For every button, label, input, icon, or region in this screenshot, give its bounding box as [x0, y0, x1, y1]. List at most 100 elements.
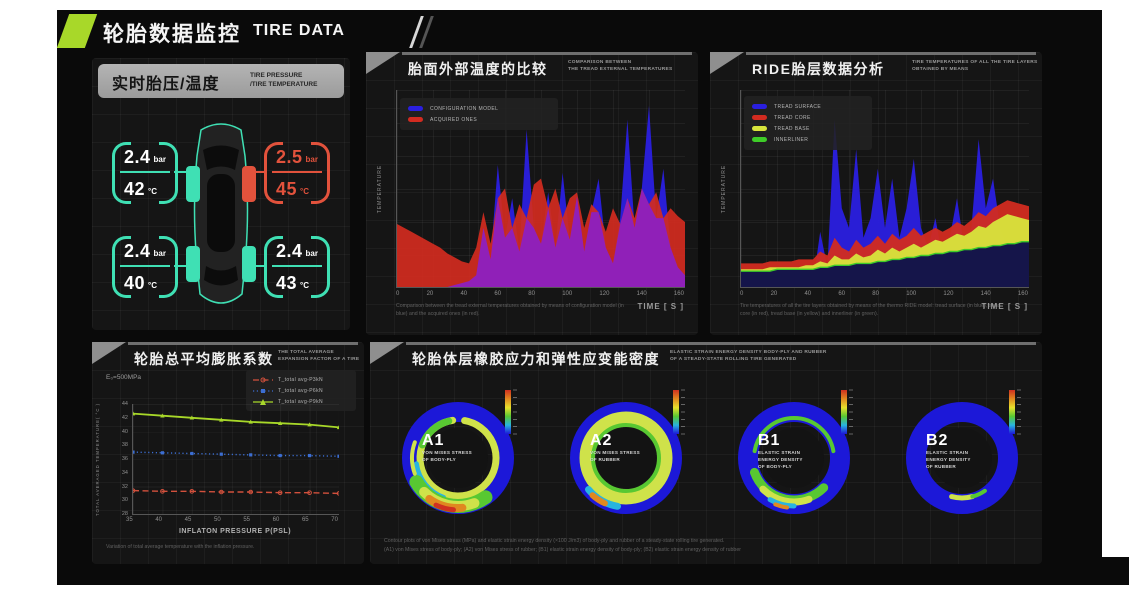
x-tick: 120: [943, 291, 954, 297]
y-axis-label: TEMPERATURE: [721, 164, 728, 213]
legend-item: T_total avg-P3kN: [253, 374, 349, 385]
contour-band: [767, 497, 797, 509]
colorbar-legend: [1009, 389, 1021, 435]
page-title-en: TIRE DATA: [253, 22, 345, 39]
marker-square: [160, 451, 165, 455]
contour-band: [589, 492, 608, 507]
legend-item: T_total avg-P6kN: [253, 385, 349, 396]
tire-reading-rear-right: 2.4 bar 43 °C: [264, 236, 330, 298]
legend-swatch: [408, 106, 423, 111]
x-tick: 40: [155, 517, 163, 523]
legend-swatch: [752, 137, 767, 142]
corner-wedge-icon: [366, 52, 400, 74]
x-axis-title: INFLATON PRESSURE P(PSL): [178, 528, 292, 535]
connector-line: [250, 171, 264, 173]
contour-band: [773, 502, 789, 510]
contour-figure-b1: B1 ELASTIC STRAIN ENERGY DENSITY OF BODY-PL…: [714, 388, 878, 538]
y-tick: 30: [121, 497, 128, 504]
legend-item: INNERLINER: [752, 134, 864, 145]
panel-title-en-line: TIRE TEMPERATURES OF ALL THE TIRE LAYERS: [912, 60, 1038, 65]
chart-annotation: E₀=500MPa: [106, 374, 142, 381]
temperature-value: 40: [124, 272, 146, 293]
temperature-unit: °C: [300, 186, 310, 196]
legend-item: TREAD CORE: [752, 112, 864, 123]
pressure-unit: bar: [153, 154, 166, 164]
legend-label: ACQUIRED ONES: [430, 116, 478, 123]
divider: [120, 265, 170, 267]
contour-label-id: B2: [926, 432, 949, 449]
bracket-icon: [112, 142, 131, 204]
contour-figure-a1: A1 VON MISES STRESS OF BODY-PLY: [378, 388, 542, 538]
legend-marker-sample: [253, 398, 273, 405]
marker-square: [190, 451, 194, 456]
car-top-view-icon: [186, 123, 256, 304]
y-tick: 32: [121, 483, 128, 490]
legend-swatch: [752, 104, 767, 109]
connector-line: [174, 171, 190, 173]
contour-label: B1 ELASTIC STRAIN ENERGY DENSITY OF BODY-PL…: [758, 432, 844, 471]
contour-label-desc: VON MISES STRESS: [422, 450, 472, 455]
x-tick: 40: [804, 291, 812, 297]
x-tick: 0: [396, 291, 400, 297]
x-tick: 50: [213, 517, 221, 523]
x-tick: 20: [426, 291, 434, 297]
marker-square: [278, 453, 282, 458]
panel-title-en-line: TIRE PRESSURE: [250, 72, 303, 79]
panel-title-zh: RIDE胎层数据分析: [752, 61, 885, 77]
x-tick: 55: [243, 517, 250, 523]
x-tick: 140: [980, 291, 991, 297]
marker-circle: [248, 489, 254, 495]
chart-caption: Comparison between the tread external te…: [396, 303, 624, 317]
colorbar: [841, 390, 847, 434]
contour-label-desc: ENERGY DENSITY: [926, 456, 971, 462]
chart-legend: TREAD SURFACE TREAD CORE TREAD BASE INNERLI…: [744, 96, 872, 150]
x-tick: 20: [770, 291, 778, 297]
tire-reading-rear-left: 2.4 bar 40 °C: [112, 236, 178, 298]
panel-topline: [746, 52, 1036, 55]
pressure-unit: bar: [305, 154, 318, 164]
marker-triangle: [277, 421, 283, 426]
marker-square: [131, 450, 135, 454]
tire-hub: [932, 428, 992, 488]
tire-hub: [764, 428, 824, 488]
area-chart-tread: [397, 105, 685, 287]
x-tick: 140: [636, 291, 647, 297]
legend-item: TREAD BASE: [752, 123, 864, 134]
panel-title-zh: 轮胎总平均膨胀系数: [134, 351, 274, 367]
panel-expansion-factor: 轮胎总平均膨胀系数 THE TOTAL AVERAGE EXPANSION FA…: [92, 342, 364, 564]
panel-title-en-line: ELASTIC STRAIN ENERGY DENSITY BODY-PLY A…: [670, 350, 827, 355]
contour-band: [759, 485, 813, 506]
y-axis-ticks: 28 30 32 34 36 38 40 42 44: [112, 401, 128, 517]
panel-topline: [128, 342, 358, 345]
chart-caption-2: (A1) von Mises stress of body-ply; (A2) …: [384, 547, 741, 553]
tire-reading-front-left: 2.4 bar 42 °C: [112, 142, 178, 204]
marker-square: [249, 453, 253, 457]
legend-marker-sample: [253, 388, 273, 393]
bracket-icon: [311, 236, 330, 298]
x-axis-ticks: 0 20 40 60 80 100 120 140 160: [396, 291, 684, 297]
series-under-innerliner: [741, 241, 1029, 287]
contour-label-id: B1: [758, 432, 781, 449]
panel-ride-layers: RIDE胎层数据分析 TIRE TEMPERATURES OF ALL THE …: [710, 52, 1042, 335]
app-titlebar: 轮胎数据监控 TIRE DATA: [56, 10, 477, 54]
x-tick: 80: [528, 291, 535, 297]
chart-legend: CONFIGURATION MODEL ACQUIRED ONES: [400, 98, 558, 130]
contour-label-desc: OF RUBBER: [926, 463, 957, 469]
marker-circle: [218, 489, 224, 495]
plot-area: [740, 90, 1029, 288]
contour-band: [579, 411, 673, 505]
legend-label: INNERLINER: [774, 136, 809, 143]
chart-caption: Contour plots of von Mises stress (MPa) …: [384, 538, 725, 544]
legend-label: TREAD CORE: [774, 114, 811, 121]
marker-square: [219, 452, 223, 456]
bracket-icon: [159, 236, 178, 298]
corner-wedge-icon: [92, 342, 126, 364]
contour-figure-b2: B2 ELASTIC STRAIN ENERGY DENSITY OF RUBBER: [882, 388, 1046, 538]
contour-figure-a2: A2 VON MISES STRESS OF RUBBER: [546, 388, 710, 538]
pressure-unit: bar: [153, 248, 166, 258]
panel-title-en-line: OBTAINED BY MEANS: [912, 66, 969, 72]
x-tick: 160: [1017, 291, 1028, 297]
tire-hub: [596, 428, 656, 488]
x-tick: 70: [331, 517, 338, 523]
legend-swatch: [752, 115, 767, 120]
